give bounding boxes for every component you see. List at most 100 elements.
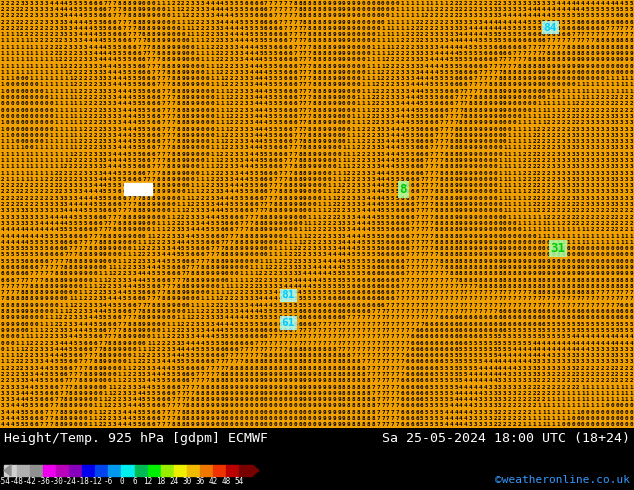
Text: 6: 6 <box>522 45 526 49</box>
Text: 5: 5 <box>147 403 150 409</box>
Text: 1: 1 <box>176 321 180 327</box>
Text: 9: 9 <box>167 183 170 188</box>
Text: 4: 4 <box>493 20 497 25</box>
Text: 7: 7 <box>200 259 204 264</box>
Text: 2: 2 <box>611 208 614 213</box>
Text: 9: 9 <box>493 252 497 257</box>
Text: 3: 3 <box>596 177 599 182</box>
Text: 1: 1 <box>10 51 14 56</box>
Text: 9: 9 <box>264 391 268 396</box>
Text: 6: 6 <box>6 278 9 283</box>
Text: 4: 4 <box>450 403 453 409</box>
Text: 8: 8 <box>571 51 575 56</box>
Text: 9: 9 <box>269 372 273 377</box>
Text: 7: 7 <box>450 309 453 314</box>
Text: 2: 2 <box>49 45 53 49</box>
Text: 1: 1 <box>557 221 560 226</box>
Text: 2: 2 <box>562 215 565 220</box>
Text: 5: 5 <box>74 347 77 352</box>
Text: 2: 2 <box>118 385 121 390</box>
Text: 7: 7 <box>396 347 399 352</box>
Text: 1: 1 <box>357 126 360 131</box>
Text: 7: 7 <box>425 303 429 308</box>
Text: 1: 1 <box>537 101 541 106</box>
Text: 9: 9 <box>15 321 19 327</box>
Text: 2: 2 <box>406 57 409 62</box>
Text: 2: 2 <box>79 152 82 157</box>
Text: 3: 3 <box>254 290 258 295</box>
Text: 3: 3 <box>1 410 4 415</box>
Text: 4: 4 <box>10 410 14 415</box>
Text: 8: 8 <box>225 252 228 257</box>
Text: 1: 1 <box>167 215 170 220</box>
Text: 1: 1 <box>210 296 214 301</box>
Text: 1: 1 <box>337 164 340 169</box>
Text: 5: 5 <box>522 26 526 31</box>
Text: 2: 2 <box>562 114 565 119</box>
Text: 2: 2 <box>69 171 72 175</box>
Text: 2: 2 <box>552 391 555 396</box>
Text: 7: 7 <box>181 397 184 402</box>
Text: 9: 9 <box>542 259 545 264</box>
Text: 7: 7 <box>142 177 146 182</box>
Text: 2: 2 <box>552 202 555 207</box>
Text: 1: 1 <box>513 139 516 144</box>
Text: 1: 1 <box>6 51 9 56</box>
Text: 6: 6 <box>133 303 136 308</box>
Text: 9: 9 <box>332 397 336 402</box>
Text: 2: 2 <box>552 215 555 220</box>
Text: 6: 6 <box>133 177 136 182</box>
Text: 5: 5 <box>605 321 609 327</box>
Text: 5: 5 <box>249 321 253 327</box>
Text: 4: 4 <box>366 221 370 226</box>
Text: 0: 0 <box>566 252 570 257</box>
Text: 3: 3 <box>454 26 458 31</box>
Text: 7: 7 <box>294 152 297 157</box>
Text: 9: 9 <box>157 196 160 201</box>
Text: -36: -36 <box>36 477 50 486</box>
Text: 0: 0 <box>498 221 501 226</box>
Text: 1: 1 <box>600 240 604 245</box>
Text: 1: 1 <box>625 76 628 81</box>
Text: 2: 2 <box>103 284 107 289</box>
Text: 5: 5 <box>84 7 87 12</box>
Text: 0: 0 <box>605 259 609 264</box>
Text: 2: 2 <box>64 171 68 175</box>
Text: 2: 2 <box>59 321 63 327</box>
Text: -24: -24 <box>62 477 76 486</box>
Text: 0: 0 <box>557 89 560 94</box>
Text: 3: 3 <box>450 20 453 25</box>
Text: 4: 4 <box>20 403 23 409</box>
Text: 3: 3 <box>245 152 248 157</box>
Text: 9: 9 <box>181 76 184 81</box>
Text: 5: 5 <box>74 215 77 220</box>
Text: 6: 6 <box>235 334 238 339</box>
Text: 7: 7 <box>176 403 180 409</box>
Text: 2: 2 <box>220 45 224 49</box>
Text: 7: 7 <box>430 316 434 320</box>
Text: 5: 5 <box>20 416 23 421</box>
Text: 0: 0 <box>361 38 365 44</box>
Text: 0: 0 <box>513 240 516 245</box>
Text: 6: 6 <box>410 410 414 415</box>
Text: 9: 9 <box>235 259 238 264</box>
Text: 7: 7 <box>454 120 458 125</box>
Text: 1: 1 <box>245 278 248 283</box>
Text: 9: 9 <box>162 32 165 37</box>
Text: 5: 5 <box>552 328 555 333</box>
Text: 0: 0 <box>547 246 550 251</box>
Text: 3: 3 <box>484 410 487 415</box>
Text: 6: 6 <box>391 284 394 289</box>
Text: 2: 2 <box>133 372 136 377</box>
Text: 6: 6 <box>557 316 560 320</box>
Text: 2: 2 <box>30 26 34 31</box>
Text: 8: 8 <box>352 372 355 377</box>
Text: 6: 6 <box>415 158 418 163</box>
Text: 8: 8 <box>79 385 82 390</box>
Text: 2: 2 <box>84 70 87 75</box>
Text: 9: 9 <box>308 164 311 169</box>
Text: 6: 6 <box>406 372 409 377</box>
Text: 7: 7 <box>288 341 292 345</box>
Text: 7: 7 <box>200 378 204 383</box>
Text: 7: 7 <box>167 95 170 100</box>
